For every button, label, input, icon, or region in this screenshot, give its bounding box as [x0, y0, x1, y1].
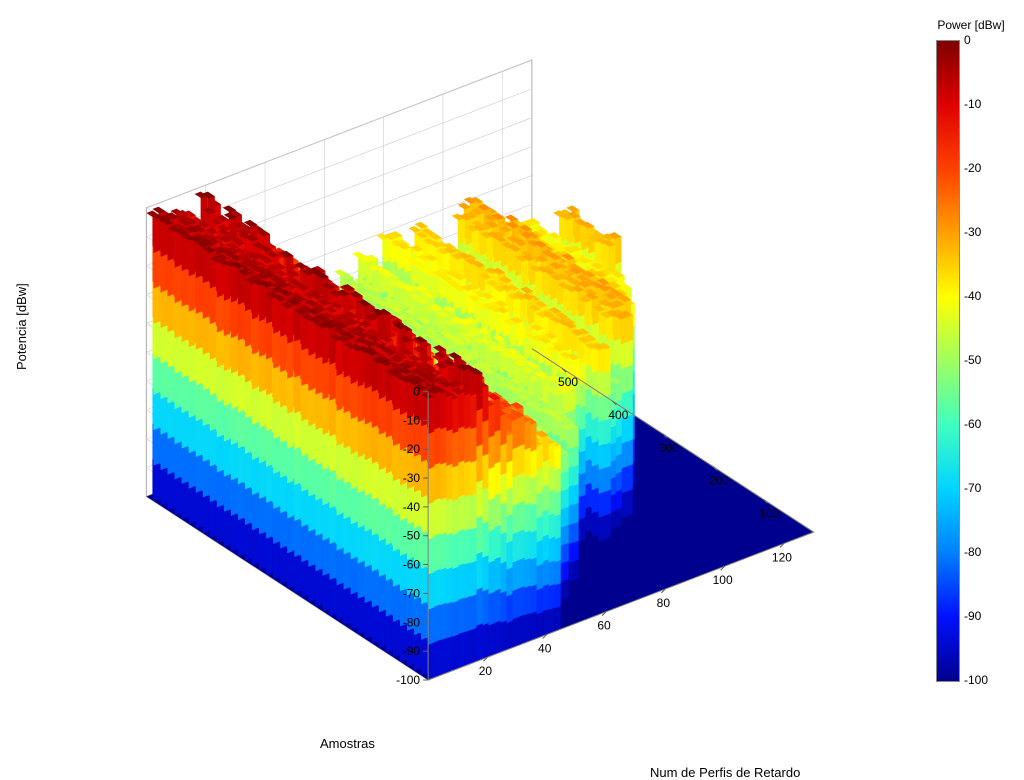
colorbar-title: Power [dBw] [916, 18, 1024, 32]
colorbar-tick: -20 [964, 161, 981, 175]
colorbar-tick: -60 [964, 417, 981, 431]
colorbar-tick: -70 [964, 481, 981, 495]
x-axis-label: Amostras [320, 736, 375, 751]
colorbar-tick: 0 [964, 33, 971, 47]
colorbar-tick: -30 [964, 225, 981, 239]
colorbar-tick: -50 [964, 353, 981, 367]
colorbar-tick: -100 [964, 673, 988, 687]
colorbar-gradient [936, 40, 960, 682]
colorbar-tick: -90 [964, 609, 981, 623]
colorbar: Power [dBw] -100-90-80-70-60-50-40-30-20… [936, 40, 1006, 700]
z-axis-label: Potencia [dBw] [14, 283, 29, 370]
y-axis-label: Num de Perfis de Retardo [650, 765, 800, 780]
plot-svg: -100-90-80-70-60-50-40-30-20-10020406080… [20, 20, 920, 740]
plot-3d-area: -100-90-80-70-60-50-40-30-20-10020406080… [20, 20, 920, 740]
colorbar-tick: -80 [964, 545, 981, 559]
colorbar-tick: -10 [964, 97, 981, 111]
colorbar-tick: -40 [964, 289, 981, 303]
